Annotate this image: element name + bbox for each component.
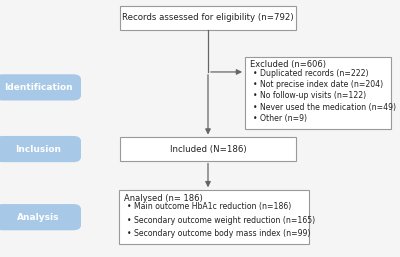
Text: Analysis: Analysis — [17, 213, 59, 222]
Text: Records assessed for eligibility (n=792): Records assessed for eligibility (n=792) — [122, 13, 294, 23]
Text: • No follow-up visits (n=122): • No follow-up visits (n=122) — [253, 91, 366, 100]
Text: • Not precise index date (n=204): • Not precise index date (n=204) — [253, 80, 383, 89]
Text: • Never used the medication (n=49): • Never used the medication (n=49) — [253, 103, 396, 112]
Text: • Secondary outcome body mass index (n=99): • Secondary outcome body mass index (n=9… — [127, 229, 310, 238]
Text: Inclusion: Inclusion — [15, 144, 61, 154]
Text: Excluded (n=606): Excluded (n=606) — [250, 60, 326, 69]
Text: • Other (n=9): • Other (n=9) — [253, 114, 307, 123]
FancyBboxPatch shape — [0, 136, 81, 162]
FancyBboxPatch shape — [120, 137, 296, 161]
Text: Analysed (n= 186): Analysed (n= 186) — [124, 194, 202, 203]
FancyBboxPatch shape — [119, 190, 309, 244]
Text: Identification: Identification — [4, 83, 72, 92]
FancyBboxPatch shape — [0, 204, 81, 230]
FancyBboxPatch shape — [0, 74, 81, 100]
Text: • Main outcome HbA1c reduction (n=186): • Main outcome HbA1c reduction (n=186) — [127, 202, 291, 211]
FancyBboxPatch shape — [120, 6, 296, 30]
FancyBboxPatch shape — [245, 57, 391, 128]
Text: • Duplicated records (n=222): • Duplicated records (n=222) — [253, 69, 368, 78]
Text: Included (N=186): Included (N=186) — [170, 144, 246, 154]
Text: • Secondary outcome weight reduction (n=165): • Secondary outcome weight reduction (n=… — [127, 216, 315, 225]
